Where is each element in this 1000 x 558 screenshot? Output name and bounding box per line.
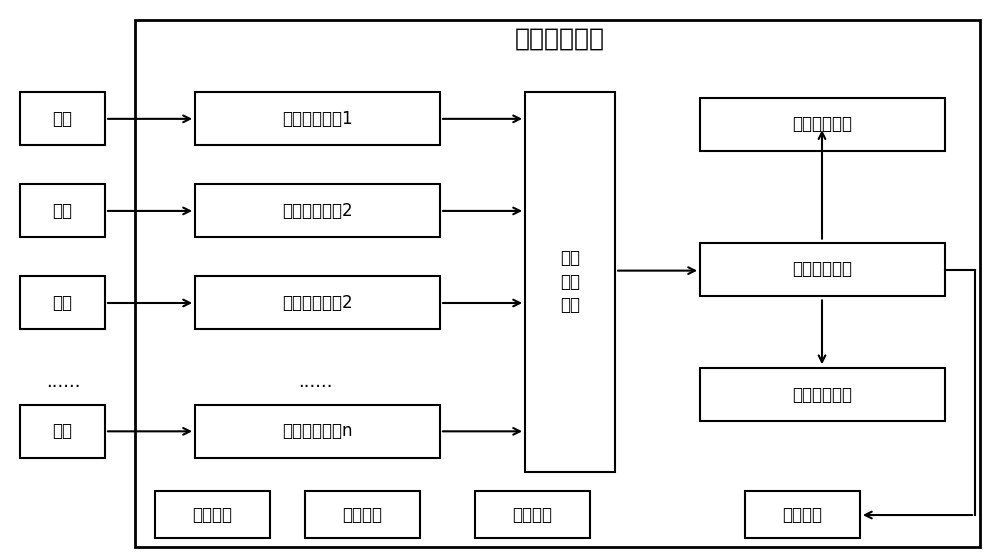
Text: 数据采集通道2: 数据采集通道2: [282, 294, 353, 312]
Bar: [195, 184, 440, 237]
Text: ......: ......: [298, 373, 332, 391]
Text: ......: ......: [46, 373, 80, 391]
Text: 振动检测系统: 振动检测系统: [515, 27, 605, 51]
Bar: [305, 491, 420, 538]
Bar: [20, 92, 105, 145]
Text: 人机交互模块: 人机交互模块: [792, 386, 852, 404]
Text: 探头: 探头: [52, 294, 72, 312]
Text: 警报模块: 警报模块: [782, 506, 822, 524]
Text: 数据采集通道2: 数据采集通道2: [282, 201, 353, 220]
Bar: [135, 20, 980, 547]
Bar: [525, 92, 615, 472]
Bar: [20, 405, 105, 458]
Text: 探头: 探头: [52, 422, 72, 440]
Text: 数据采集通道n: 数据采集通道n: [282, 422, 353, 440]
Bar: [20, 276, 105, 329]
Text: 探头: 探头: [52, 109, 72, 128]
Text: 时钟模块: 时钟模块: [342, 506, 382, 524]
Bar: [195, 92, 440, 145]
Text: 中央处理模块: 中央处理模块: [792, 260, 852, 278]
Bar: [700, 98, 945, 151]
Text: 数据存储模块: 数据存储模块: [792, 115, 852, 133]
Bar: [745, 491, 860, 538]
Text: 通讯模块: 通讯模块: [512, 506, 552, 524]
Text: 探头: 探头: [52, 201, 72, 220]
Bar: [700, 368, 945, 421]
Text: 电源模块: 电源模块: [192, 506, 232, 524]
Bar: [20, 184, 105, 237]
Bar: [195, 405, 440, 458]
Bar: [475, 491, 590, 538]
Bar: [155, 491, 270, 538]
Text: 采集
控制
模块: 采集 控制 模块: [560, 249, 580, 314]
Text: 数据采集通道1: 数据采集通道1: [282, 109, 353, 128]
Bar: [195, 276, 440, 329]
Bar: [700, 243, 945, 296]
